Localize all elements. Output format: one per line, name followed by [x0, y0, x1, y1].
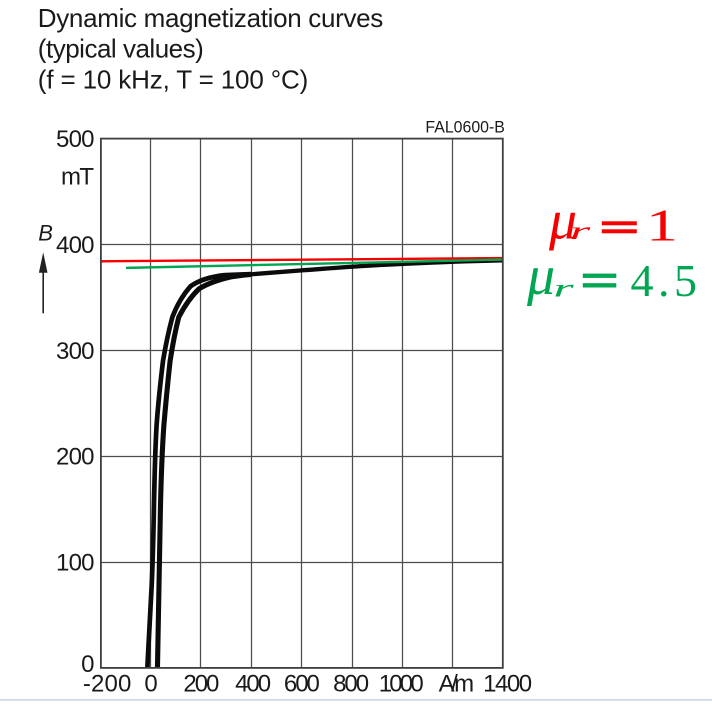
svg-text:r: r [553, 274, 575, 302]
svg-text:0: 0 [81, 651, 94, 678]
svg-text:r: r [570, 216, 592, 244]
svg-text:μ: μ [526, 245, 555, 307]
svg-text:4.5: 4.5 [631, 255, 702, 306]
svg-text:400: 400 [235, 671, 271, 698]
svg-text:200: 200 [56, 444, 95, 471]
svg-text:B: B [38, 220, 53, 245]
svg-text:400: 400 [56, 232, 95, 259]
svg-text:100: 100 [56, 550, 95, 577]
svg-text:800: 800 [333, 671, 369, 698]
svg-text:500: 500 [56, 126, 95, 153]
svg-text:-200: -200 [83, 671, 132, 698]
svg-text:1400: 1400 [483, 671, 532, 698]
svg-text:(f = 10 kHz, T = 100 °C): (f = 10 kHz, T = 100 °C) [38, 64, 309, 94]
svg-text:mT: mT [61, 163, 94, 190]
svg-text:0: 0 [144, 671, 157, 698]
svg-text:300: 300 [56, 338, 95, 365]
svg-text:Dynamic magnetization curves: Dynamic magnetization curves [38, 3, 384, 33]
svg-text:200: 200 [183, 671, 219, 698]
svg-text:A/m: A/m [439, 671, 475, 698]
svg-text:(typical values): (typical values) [38, 34, 204, 64]
svg-text:1: 1 [646, 200, 678, 251]
svg-text:μ: μ [548, 189, 577, 251]
svg-text:600: 600 [284, 671, 320, 698]
svg-text:1000: 1000 [379, 671, 424, 698]
svg-text:FAL0600-B: FAL0600-B [425, 117, 505, 136]
